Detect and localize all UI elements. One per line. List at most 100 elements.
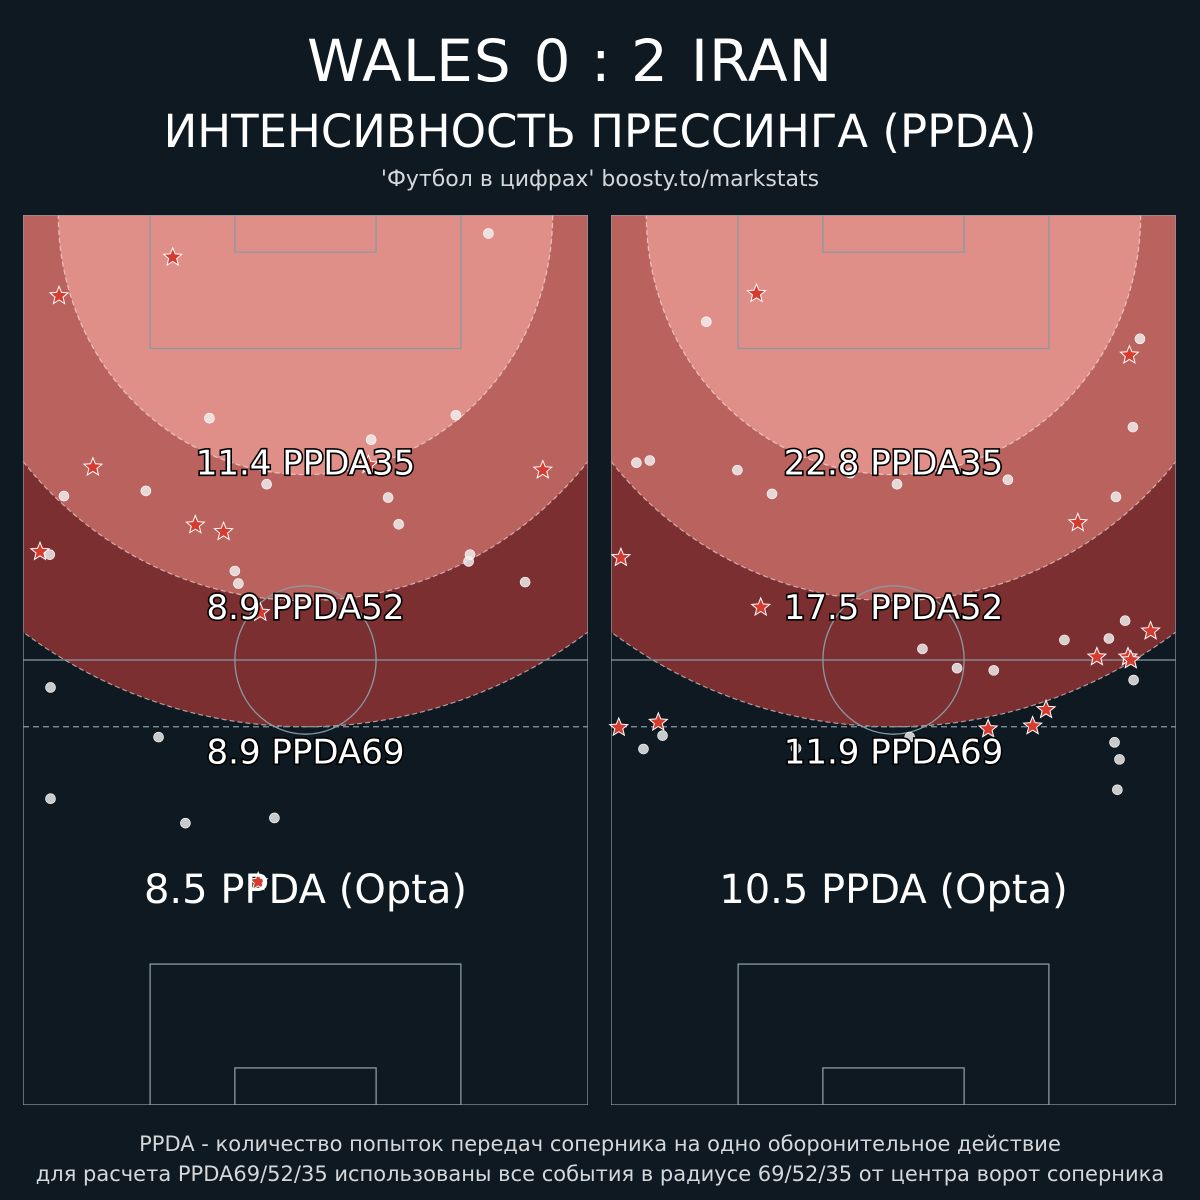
bottom-penalty-box	[149, 963, 462, 1105]
defensive-action-star	[746, 282, 767, 303]
bottom-six-yard-box	[234, 1067, 377, 1105]
defensive-actions	[29, 246, 554, 891]
defensive-action-star	[247, 870, 269, 891]
pass-dot	[450, 409, 462, 421]
defensive-action-star	[1119, 344, 1140, 364]
centre-circle	[822, 585, 965, 735]
zone-ppda35	[645, 215, 1142, 476]
defensive-action-star	[1140, 620, 1161, 640]
pass-dot	[1127, 421, 1139, 433]
ppda-opta-label: 10.5 PPDA (Opta)	[719, 867, 1067, 913]
pass-dot	[45, 793, 56, 804]
defensive-actions	[608, 282, 1161, 738]
pitch-lines	[23, 215, 588, 1105]
ppda52-label: 17.5 PPDA52	[784, 588, 1004, 628]
defensive-action-star	[82, 456, 104, 476]
pass-dot	[766, 488, 778, 500]
pass-dot	[638, 743, 649, 755]
defensive-action-star	[608, 716, 630, 737]
pass-dot	[204, 412, 215, 424]
top-penalty-box	[737, 215, 1050, 350]
footer-definition: PPDA - количество попыток передач соперн…	[139, 1132, 1061, 1156]
defensive-action-star	[1086, 646, 1108, 666]
pass-dot	[732, 464, 743, 476]
pass-dot	[790, 742, 802, 754]
pressure-zones	[611, 215, 1176, 728]
pass-dot	[483, 228, 494, 239]
score-separator: :	[590, 27, 612, 95]
top-six-yard-box	[822, 215, 965, 253]
ppda69-label: 11.9 PPDA69	[784, 733, 1004, 773]
pass-dot	[1110, 491, 1122, 503]
defensive-action-star	[1022, 715, 1043, 735]
ppda69-label: 8.9 PPDA69	[207, 733, 405, 773]
pass-dot	[464, 549, 476, 560]
top-penalty-box	[149, 215, 462, 350]
match-title: WALES 0 : 2 IRAN	[0, 28, 1140, 94]
pass-dot	[845, 467, 856, 479]
pitch-lines	[611, 215, 1176, 1105]
top-six-yard-box	[234, 215, 377, 253]
ppda52-label: 8.9 PPDA52	[207, 588, 405, 628]
pass-dot	[1128, 674, 1139, 686]
pass-dot	[58, 490, 70, 502]
pass-dot	[393, 518, 405, 530]
pressure-zones	[23, 215, 588, 728]
defensive-action-star	[358, 454, 379, 474]
pass-dot	[269, 812, 280, 824]
pass-dot	[365, 434, 377, 446]
pass-dot	[701, 316, 712, 328]
pass-dot	[988, 665, 1000, 676]
bottom-penalty-box	[737, 963, 1050, 1105]
defensive-action-star	[162, 246, 184, 267]
credit-line: 'Футбол в цифрах' boosty.to/markstats	[380, 167, 820, 192]
ppda-opta-label: 8.5 PPDA (Opta)	[144, 867, 467, 913]
defensive-action-star	[1120, 649, 1142, 669]
pitch-panel-left: 11.4 PPDA35 8.9 PPDA52 8.9 PPDA69 8.5 PPDA …	[23, 215, 588, 1105]
defensive-action-star	[977, 718, 999, 738]
ppda35-label: 11.4 PPDA35	[196, 443, 416, 483]
pass-dot	[382, 492, 394, 503]
defensive-action-star	[1067, 511, 1089, 532]
pass-dot	[631, 457, 642, 469]
pass-dot	[1109, 737, 1120, 748]
pass-dot	[140, 485, 152, 497]
pass-dot	[917, 643, 928, 655]
defensive-action-star	[29, 540, 51, 561]
pass-dot	[45, 682, 56, 693]
pass-dot	[1112, 784, 1123, 796]
home-score: 0	[533, 27, 572, 95]
pass-dot	[951, 662, 963, 674]
pass-dot	[1103, 633, 1115, 644]
pitch-panel-right: 22.8 PPDA35 17.5 PPDA52 11.9 PPDA69 10.5 PP…	[608, 215, 1176, 1105]
pass-dot	[180, 817, 191, 829]
pass-dot	[657, 730, 668, 741]
centre-circle	[234, 585, 377, 735]
pass-dot	[1059, 634, 1070, 646]
defensive-action-star	[750, 596, 772, 617]
pass-dot	[44, 549, 56, 560]
defensive-action-star	[48, 284, 70, 305]
home-team: WALES	[307, 27, 512, 95]
defensive-action-star	[213, 520, 234, 541]
defensive-action-star	[250, 601, 271, 622]
pass-dot	[519, 576, 531, 588]
pass-dot	[644, 455, 656, 466]
pass-dot	[261, 478, 272, 490]
defensive-action-star	[610, 546, 632, 567]
footer-method: для расчета PPDA69/52/35 использованы вс…	[35, 1162, 1165, 1186]
opponent-passes	[631, 316, 1146, 796]
zone-ppda35	[57, 215, 554, 476]
away-team: IRAN	[690, 27, 833, 95]
defensive-action-star	[1035, 698, 1057, 719]
bottom-six-yard-box	[822, 1067, 965, 1105]
away-score: 2	[630, 27, 669, 95]
pass-dot	[1119, 615, 1131, 626]
defensive-action-star	[185, 514, 206, 534]
pass-dot	[153, 731, 164, 743]
pass-dot	[1134, 333, 1146, 345]
pass-dot	[891, 478, 903, 490]
pass-dot	[904, 731, 916, 743]
opponent-passes	[44, 228, 531, 829]
